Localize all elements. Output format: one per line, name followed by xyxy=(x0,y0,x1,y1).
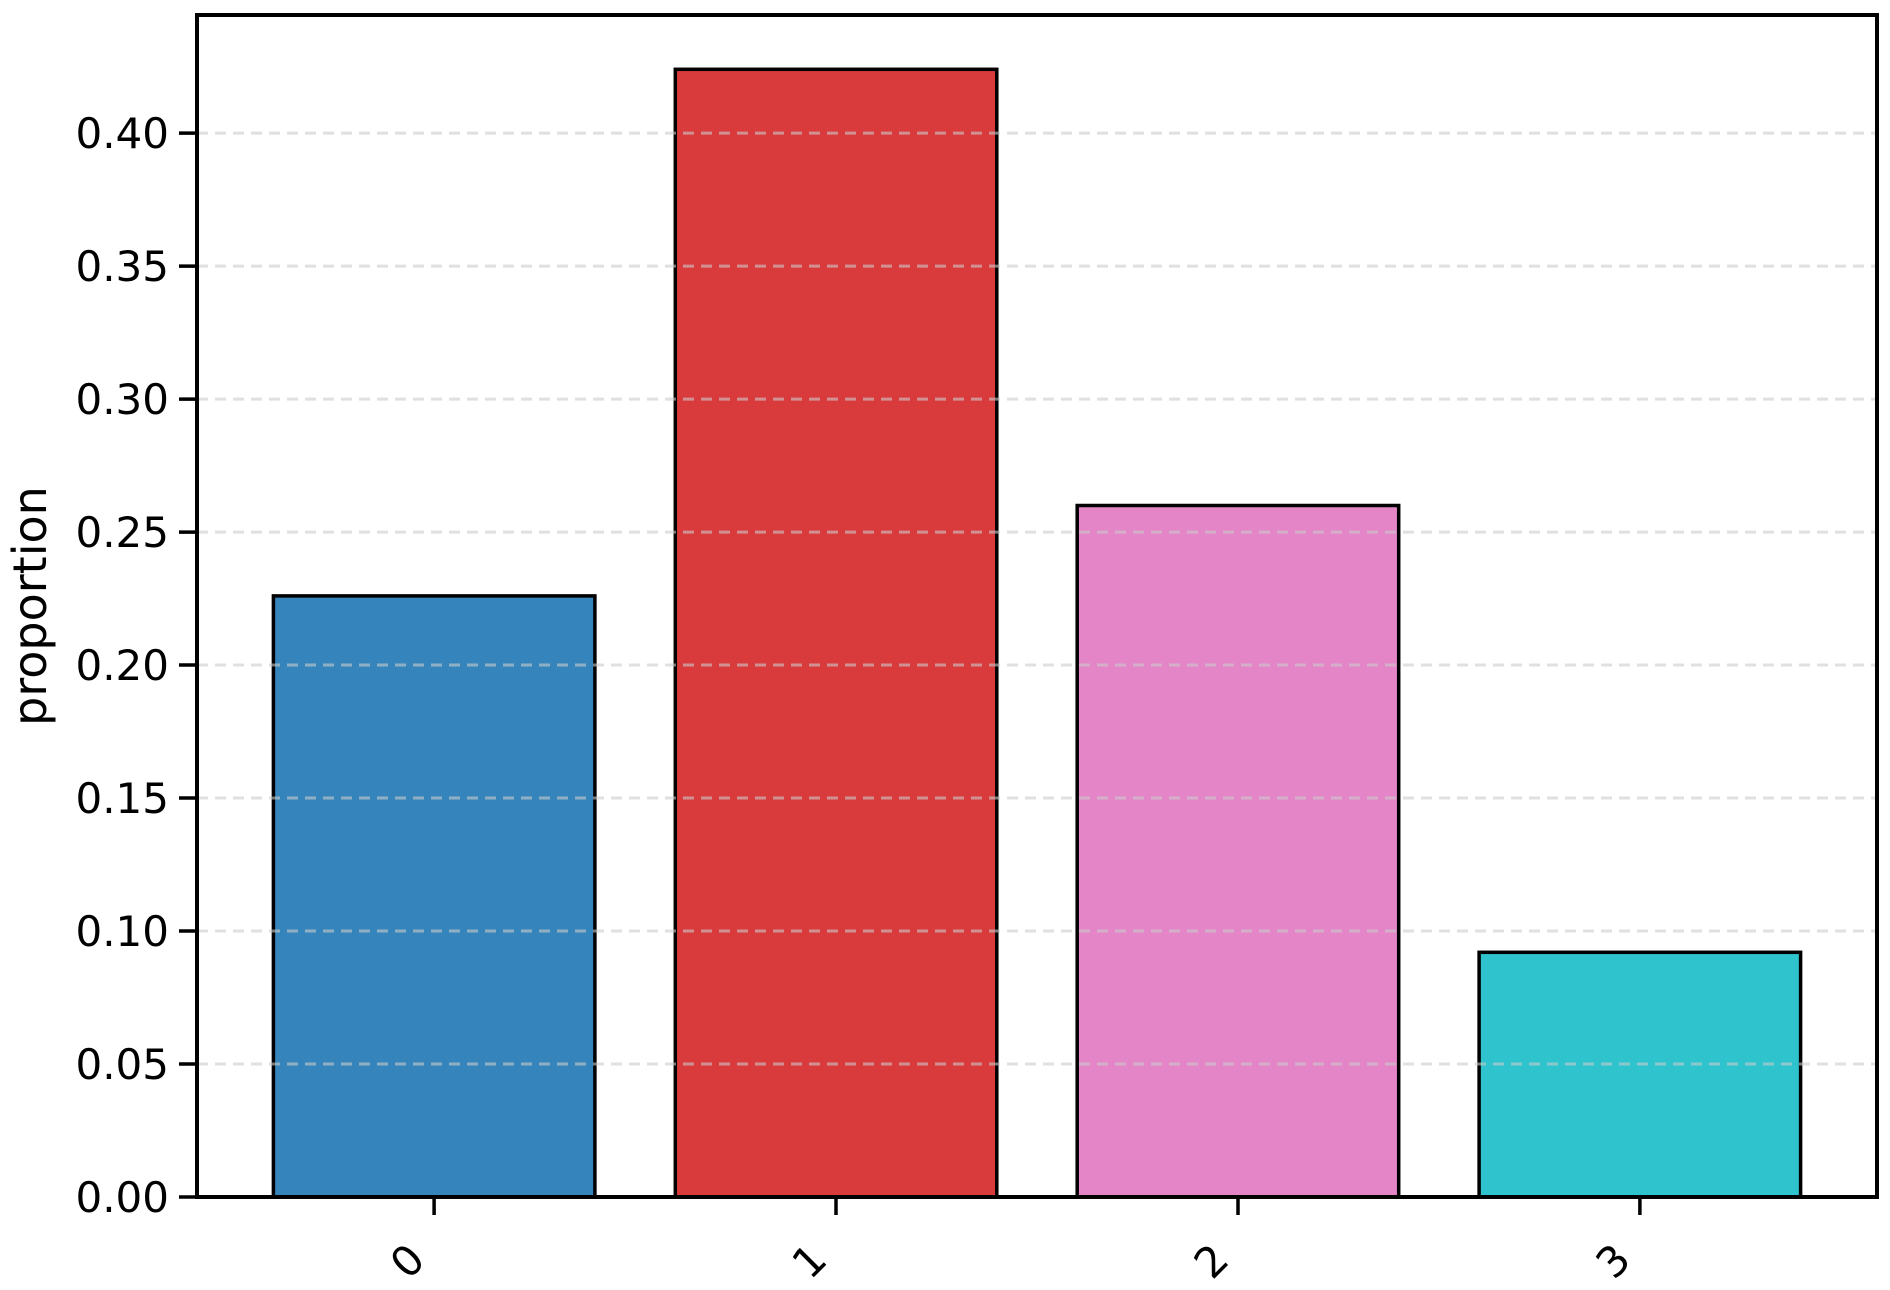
bars-group xyxy=(271,67,1803,1199)
x-axis-ticks: 0 1 2 3 xyxy=(381,1197,1642,1288)
bar-3 xyxy=(1477,950,1803,1199)
x-tick-label: 1 xyxy=(783,1234,837,1288)
y-tick-label: 0.30 xyxy=(75,375,169,424)
y-axis-ticks: 0.00 0.05 0.10 0.15 0.20 0.25 0.30 0.35 0.40 xyxy=(75,109,197,1222)
y-axis-label: proportion xyxy=(3,486,57,726)
y-tick-label: 0.40 xyxy=(75,109,169,158)
y-tick-label: 0.05 xyxy=(75,1040,169,1089)
y-tick-label: 0.15 xyxy=(75,774,169,823)
bar-2 xyxy=(1075,503,1401,1199)
gridlines-group xyxy=(197,131,1877,1066)
x-tick-label: 0 xyxy=(381,1234,435,1288)
y-tick-label: 0.00 xyxy=(75,1173,169,1222)
bar-0 xyxy=(271,594,597,1199)
y-tick-label: 0.35 xyxy=(75,242,169,291)
x-tick-label: 3 xyxy=(1586,1234,1640,1288)
y-tick-label: 0.20 xyxy=(75,641,169,690)
bar-1 xyxy=(673,67,999,1199)
plot-frame xyxy=(195,13,1879,1199)
y-tick-label: 0.25 xyxy=(75,508,169,557)
x-tick-label: 2 xyxy=(1185,1234,1239,1288)
y-tick-label: 0.10 xyxy=(75,907,169,956)
